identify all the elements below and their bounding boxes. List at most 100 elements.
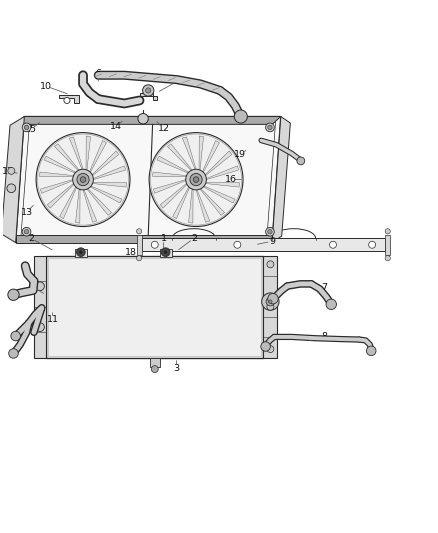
Polygon shape: [203, 141, 219, 172]
Text: 13: 13: [21, 208, 32, 216]
Polygon shape: [16, 235, 272, 243]
Bar: [34, 256, 46, 358]
Polygon shape: [182, 137, 196, 169]
Polygon shape: [167, 144, 192, 171]
Text: 3: 3: [173, 364, 180, 373]
Bar: [46, 256, 263, 358]
Polygon shape: [160, 183, 187, 208]
Polygon shape: [199, 136, 204, 170]
Circle shape: [385, 229, 390, 234]
Polygon shape: [59, 95, 79, 103]
Circle shape: [329, 241, 336, 248]
Text: 5: 5: [28, 281, 34, 290]
Circle shape: [145, 88, 151, 93]
Polygon shape: [83, 190, 97, 222]
Polygon shape: [203, 186, 235, 203]
Circle shape: [8, 289, 19, 301]
Polygon shape: [173, 187, 190, 219]
Circle shape: [261, 342, 270, 351]
Circle shape: [265, 228, 274, 236]
Circle shape: [267, 345, 274, 352]
Circle shape: [186, 169, 206, 190]
Text: 18: 18: [125, 248, 137, 257]
Polygon shape: [205, 182, 240, 187]
Polygon shape: [206, 166, 239, 180]
Circle shape: [137, 256, 142, 261]
Circle shape: [149, 133, 243, 227]
Circle shape: [267, 261, 274, 268]
Circle shape: [268, 294, 278, 304]
Text: 19: 19: [233, 150, 246, 159]
Text: 16: 16: [225, 175, 237, 184]
Circle shape: [268, 125, 272, 130]
Circle shape: [138, 114, 148, 124]
Polygon shape: [44, 156, 76, 173]
Polygon shape: [75, 189, 80, 223]
Circle shape: [367, 346, 376, 356]
Bar: [75, 249, 87, 256]
Polygon shape: [272, 117, 290, 243]
Circle shape: [268, 230, 272, 234]
Text: 1: 1: [160, 234, 166, 243]
Bar: [149, 358, 160, 367]
Circle shape: [297, 157, 305, 165]
Polygon shape: [39, 172, 74, 176]
Polygon shape: [69, 137, 83, 169]
Polygon shape: [188, 189, 193, 223]
Circle shape: [266, 297, 275, 306]
Circle shape: [64, 98, 70, 103]
Circle shape: [77, 173, 89, 185]
Circle shape: [268, 300, 272, 303]
Circle shape: [234, 110, 247, 123]
Polygon shape: [87, 189, 112, 215]
Circle shape: [326, 299, 336, 310]
Bar: [48, 258, 261, 356]
Circle shape: [190, 173, 202, 185]
Text: 8: 8: [321, 333, 327, 342]
Polygon shape: [90, 186, 122, 203]
Circle shape: [11, 332, 21, 341]
Polygon shape: [40, 180, 73, 193]
Polygon shape: [140, 93, 157, 100]
Text: 10: 10: [40, 82, 52, 91]
Polygon shape: [16, 117, 281, 243]
Polygon shape: [47, 183, 74, 208]
Circle shape: [22, 123, 31, 132]
Circle shape: [80, 177, 86, 182]
Polygon shape: [1, 117, 25, 243]
Polygon shape: [92, 151, 119, 175]
Circle shape: [163, 250, 168, 254]
Circle shape: [161, 248, 170, 256]
Text: 2: 2: [28, 234, 34, 243]
Circle shape: [25, 125, 29, 130]
Bar: [142, 238, 385, 251]
Polygon shape: [93, 166, 126, 180]
Circle shape: [369, 241, 375, 248]
Polygon shape: [385, 235, 390, 255]
Polygon shape: [90, 141, 106, 172]
Text: 17: 17: [2, 167, 14, 176]
Polygon shape: [205, 151, 232, 175]
Bar: [159, 249, 172, 256]
Circle shape: [22, 228, 31, 236]
Text: 4: 4: [173, 77, 180, 86]
Circle shape: [143, 85, 154, 96]
Circle shape: [234, 241, 241, 248]
Circle shape: [137, 229, 142, 234]
Polygon shape: [153, 180, 186, 193]
Polygon shape: [196, 190, 210, 222]
Bar: [263, 256, 277, 358]
Circle shape: [7, 184, 16, 192]
Circle shape: [79, 250, 83, 254]
Circle shape: [77, 248, 85, 256]
Polygon shape: [16, 117, 281, 124]
Circle shape: [25, 230, 29, 234]
Polygon shape: [152, 172, 187, 176]
Polygon shape: [157, 156, 189, 173]
Polygon shape: [54, 144, 79, 171]
Circle shape: [267, 303, 274, 310]
Circle shape: [73, 169, 93, 190]
Polygon shape: [92, 182, 127, 187]
Polygon shape: [86, 136, 91, 170]
Circle shape: [261, 293, 279, 310]
